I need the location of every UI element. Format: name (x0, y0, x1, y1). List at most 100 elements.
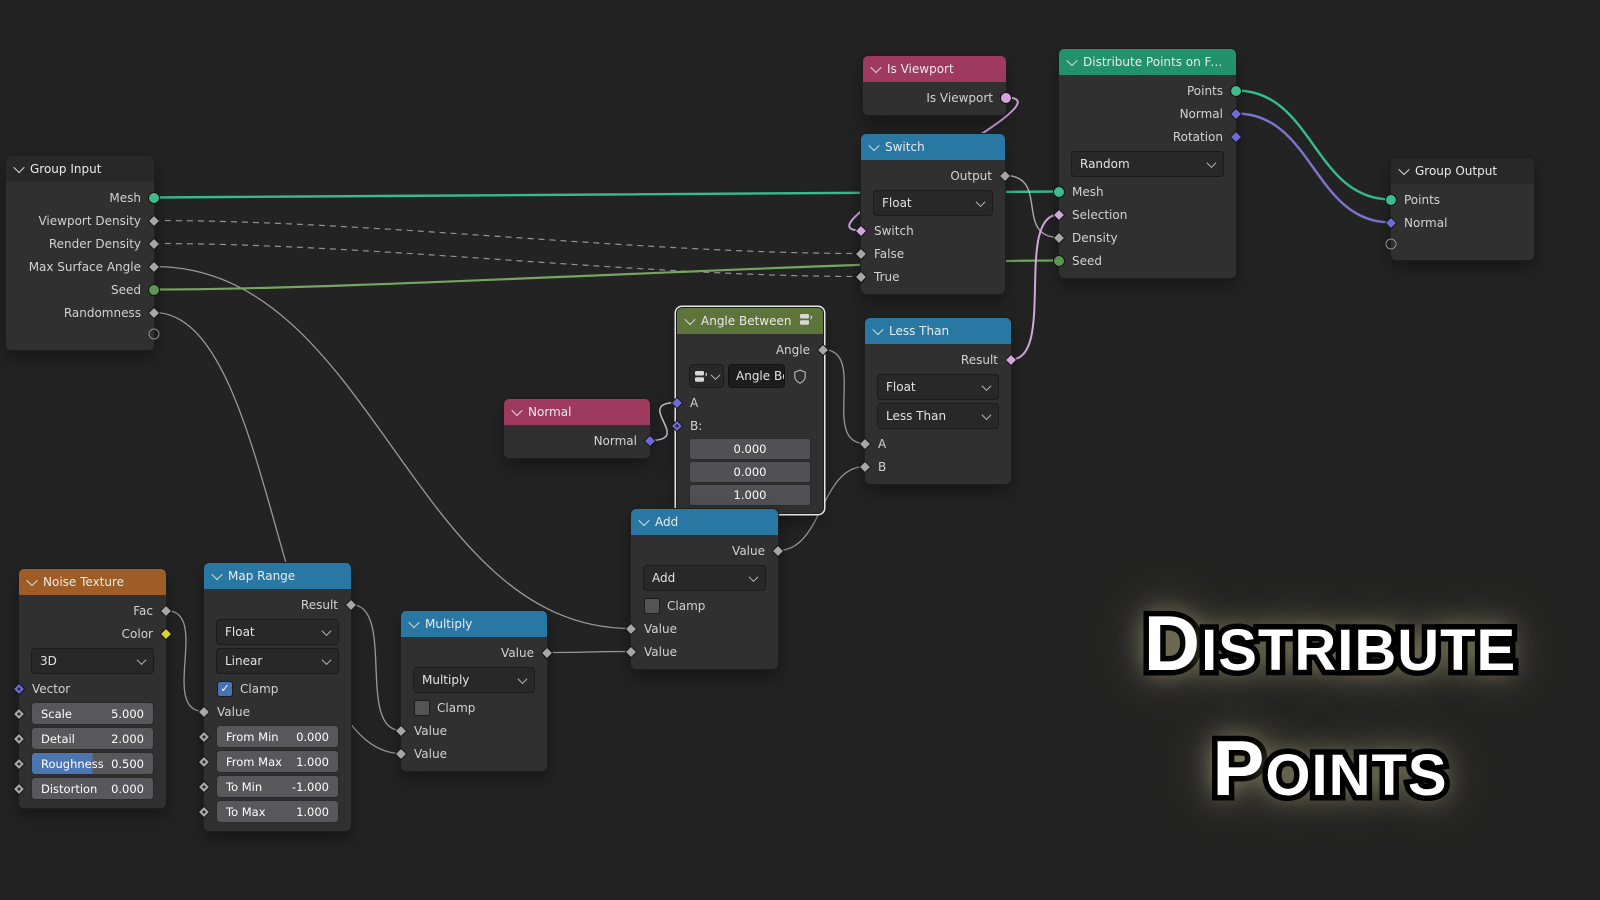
wire (350, 603, 402, 732)
dropdown-value: Add (652, 571, 676, 585)
nodegroup-browse-button[interactable] (689, 364, 724, 388)
node-group-output[interactable]: Group Output Points Normal (1384, 157, 1535, 261)
field-distortion[interactable]: Distortion 0.000 (31, 777, 154, 800)
node-add[interactable]: Add Value Add Clamp Value Value (624, 508, 785, 670)
dropdown-float[interactable]: Float (877, 374, 999, 400)
socket-label: Angle (775, 342, 810, 357)
collapse-chevron-icon[interactable] (870, 61, 882, 74)
collapse-chevron-icon[interactable] (1398, 163, 1410, 176)
socket-points[interactable] (1385, 193, 1397, 206)
nodegroup-icon (695, 370, 708, 382)
node-angle-between[interactable]: Angle Between Angle Angle Be... A B: 0.0000.0… (670, 307, 830, 514)
shield-icon[interactable] (793, 368, 807, 384)
nodegroup-icon (800, 314, 813, 325)
node-distribute[interactable]: Distribute Points on Faces Points Normal Ro… (1052, 48, 1243, 279)
node-header-distribute[interactable]: Distribute Points on Faces (1059, 49, 1236, 75)
dropdown-add[interactable]: Add (643, 565, 766, 591)
socket-is-viewport[interactable] (1000, 91, 1012, 104)
collapse-chevron-icon[interactable] (684, 313, 696, 326)
collapse-chevron-icon[interactable] (638, 514, 650, 527)
vector-component-field[interactable]: 0.000 (689, 438, 811, 460)
node-less-than[interactable]: Less Than Result Float Less Than A B (858, 317, 1018, 485)
collapse-chevron-icon[interactable] (26, 574, 38, 587)
dropdown-3d[interactable]: 3D (31, 648, 154, 674)
socket-virtual[interactable] (148, 328, 160, 340)
socket-points[interactable] (1230, 84, 1242, 97)
field-to-max[interactable]: To Max 1.000 (216, 800, 339, 823)
node-header-noise-texture[interactable]: Noise Texture (19, 569, 166, 595)
socket-label: B (878, 459, 887, 474)
wire (165, 609, 205, 713)
node-map-range[interactable]: Map Range Result Float Linear ✓ Clamp Value Fro… (197, 562, 358, 832)
node-header-is-viewport[interactable]: Is Viewport (863, 56, 1006, 82)
title-line: POINTS (1140, 717, 1520, 842)
node-title: Group Input (30, 162, 102, 176)
collapse-chevron-icon[interactable] (868, 139, 880, 152)
collapse-chevron-icon[interactable] (872, 323, 884, 336)
checkbox-clamp[interactable]: ✓ (217, 680, 233, 697)
collapse-chevron-icon[interactable] (13, 161, 25, 174)
node-multiply[interactable]: Multiply Value Multiply Clamp Value Value (394, 610, 554, 772)
node-header-less-than[interactable]: Less Than (865, 318, 1011, 344)
dropdown-random[interactable]: Random (1071, 151, 1224, 177)
checkbox-clamp[interactable] (414, 699, 430, 716)
vector-component-field[interactable]: 1.000 (689, 484, 811, 506)
socket-mesh[interactable] (148, 191, 160, 204)
row-value: Value (624, 640, 778, 663)
node-header-multiply[interactable]: Multiply (401, 611, 547, 637)
nodegroup-name-field[interactable]: Angle Be... (728, 364, 785, 388)
dropdown-value: Float (886, 380, 916, 394)
dropdown-less-than[interactable]: Less Than (877, 403, 999, 429)
socket-label: Randomness (63, 305, 141, 320)
dropdown-float[interactable]: Float (873, 190, 993, 216)
row-seed: Seed (1053, 249, 1236, 272)
collapse-chevron-icon[interactable] (511, 404, 523, 417)
chevron-down-icon (1206, 157, 1217, 168)
socket-seed[interactable] (148, 283, 160, 296)
node-header-group-input[interactable]: Group Input (6, 156, 154, 182)
node-group-input[interactable]: Group Input Mesh Viewport Density Render De… (5, 155, 161, 351)
node-switch[interactable]: Switch Output Float Switch False True (854, 133, 1012, 295)
node-header-map-range[interactable]: Map Range (204, 563, 351, 589)
node-header-group-output[interactable]: Group Output (1391, 158, 1534, 184)
checkbox-clamp[interactable] (644, 597, 660, 614)
collapse-chevron-icon[interactable] (408, 616, 420, 629)
socket-label: Value (644, 621, 677, 636)
collapse-chevron-icon[interactable] (211, 568, 223, 581)
node-title: Map Range (228, 569, 296, 583)
socket-mesh[interactable] (1053, 185, 1065, 198)
row-color: Color (19, 622, 173, 645)
node-header-add[interactable]: Add (631, 509, 778, 535)
dropdown-linear[interactable]: Linear (216, 648, 339, 674)
chevron-down-icon (981, 380, 992, 391)
wire (153, 242, 862, 278)
node-header-normal[interactable]: Normal (504, 399, 650, 425)
socket-label: Selection (1072, 207, 1128, 222)
dropdown-float[interactable]: Float (216, 619, 339, 645)
row-selection: Selection (1052, 203, 1236, 226)
chevron-down-icon (321, 654, 332, 665)
field-scale[interactable]: Scale 5.000 (31, 702, 154, 725)
node-is-viewport[interactable]: Is Viewport Is Viewport (862, 55, 1012, 116)
node-header-angle-between[interactable]: Angle Between (677, 308, 823, 334)
field-detail[interactable]: Detail 2.000 (31, 727, 154, 750)
dropdown-value: Linear (225, 654, 263, 668)
field-value: 2.000 (111, 731, 144, 746)
dropdown-multiply[interactable]: Multiply (413, 667, 535, 693)
node-header-switch[interactable]: Switch (861, 134, 1005, 160)
socket-virtual[interactable] (1385, 238, 1397, 250)
node-noise-texture[interactable]: Noise Texture Fac Color 3D Vector Scale 5.000 D… (12, 568, 173, 809)
field-from-min[interactable]: From Min 0.000 (216, 725, 339, 748)
node-normal[interactable]: Normal Normal (503, 398, 657, 459)
fake-user-shield-button[interactable] (789, 364, 811, 388)
row-angle: Angle (677, 338, 830, 361)
field-to-min[interactable]: To Min -1.000 (216, 775, 339, 798)
field-label: Distortion (41, 781, 98, 796)
row-result: Result (865, 348, 1018, 371)
field-roughness[interactable]: Roughness 0.500 (31, 752, 154, 775)
collapse-chevron-icon[interactable] (1066, 54, 1078, 67)
vector-component-field[interactable]: 0.000 (689, 461, 811, 483)
field-from-max[interactable]: From Max 1.000 (216, 750, 339, 773)
socket-seed[interactable] (1053, 254, 1065, 267)
